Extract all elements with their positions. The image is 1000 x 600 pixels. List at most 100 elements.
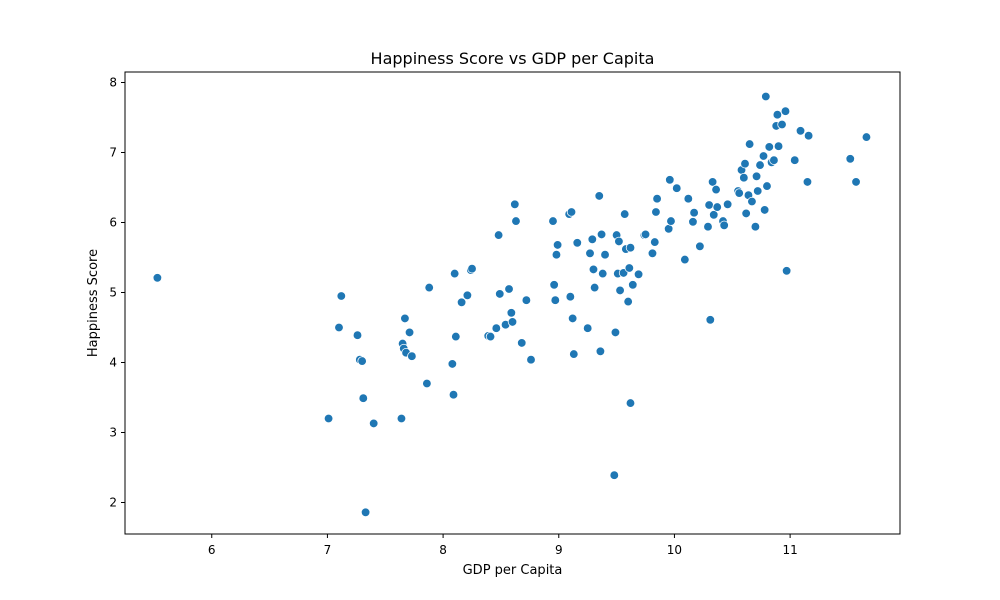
x-tick-label: 6 [208,543,216,557]
data-point [357,356,367,366]
data-point [744,139,755,149]
data-point [747,196,757,207]
data-point [407,351,417,361]
data-point [495,289,505,299]
data-point [672,183,682,193]
data-point [795,126,806,136]
data-point [705,315,715,325]
data-point [689,208,699,218]
data-point [695,241,705,251]
data-point [422,378,432,389]
x-tick-label: 10 [667,543,682,557]
data-point [595,346,606,356]
data-point [504,284,514,294]
data-point [772,110,783,120]
x-tick-label: 11 [782,543,797,557]
x-tick-label: 7 [324,543,332,557]
data-point [336,291,346,301]
data-point [741,208,751,219]
data-point [456,297,467,307]
data-point [803,131,814,141]
data-point [861,132,872,142]
data-point [734,188,744,198]
data-point [780,106,791,116]
plot-area [124,71,901,535]
data-point [152,273,163,283]
data-point [334,322,344,333]
data-point [549,280,559,290]
data-point [598,268,608,279]
data-point [567,313,578,324]
data-point [764,142,774,152]
data-point [572,238,582,248]
y-tick-label: 2 [109,496,117,510]
data-point [548,216,558,226]
data-point [404,327,415,338]
data-point [663,224,674,234]
data-point [396,413,407,424]
data-point [587,234,597,244]
x-tick-label: 8 [439,543,447,557]
y-tick-label: 7 [109,146,117,160]
data-point [640,229,651,240]
data-point [623,296,633,307]
data-point [651,207,661,217]
y-tick-label: 6 [109,216,117,230]
chart-title: Happiness Score vs GDP per Capita [371,49,655,68]
data-point [845,154,855,164]
y-tick-label: 8 [109,76,117,90]
data-point [358,393,368,403]
data-point [680,254,690,265]
data-point [740,159,750,169]
data-point [369,418,379,429]
data-point [400,313,410,324]
data-point [594,191,604,201]
data-point [683,194,693,204]
data-point [493,230,504,240]
data-point [565,292,576,302]
y-axis-label: Happiness Score [86,249,101,357]
data-point [762,181,772,191]
data-point [647,248,658,258]
data-point [550,295,560,305]
data-point [552,240,563,250]
data-point [709,210,719,220]
data-point [569,349,579,359]
data-point [711,184,721,195]
data-point [704,200,714,210]
y-axis: 2 3 4 5 6 7 8 [109,76,125,510]
data-point [447,359,458,369]
data-point [625,398,636,408]
data-point [610,327,621,338]
data-point [521,295,532,305]
data-point [755,160,765,170]
data-point [633,269,644,279]
data-point [625,243,636,253]
data-point [652,194,662,204]
data-point [506,308,517,318]
data-point [424,282,434,293]
data-point [666,216,676,226]
data-point [769,155,779,165]
data-point [600,250,610,260]
data-point [596,229,607,240]
data-point [589,282,600,293]
data-point [781,266,792,276]
y-tick-label: 4 [109,356,117,370]
data-point [491,323,501,333]
data-point [703,222,713,232]
data-point [790,155,800,165]
data-point [485,331,496,342]
data-point [688,217,698,227]
data-point [739,173,749,183]
data-point [665,175,675,185]
y-tick-label: 3 [109,426,117,440]
data-point [451,331,461,342]
data-point [323,413,334,424]
data-point [719,220,729,230]
data-point [624,263,635,273]
data-point [583,323,593,333]
data-point [614,236,624,247]
data-point [650,237,660,247]
